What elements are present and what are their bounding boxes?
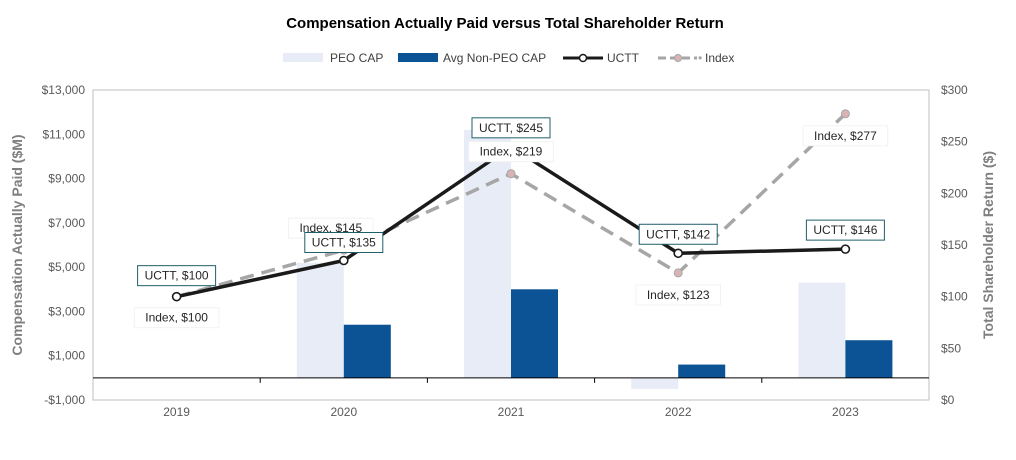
label-index-text: Index, $100 <box>145 311 208 325</box>
marker-uctt <box>338 255 349 266</box>
legend-label-index-prefix: • <box>698 51 702 65</box>
marker-index <box>506 169 516 179</box>
legend-label-index: Index <box>705 51 734 65</box>
x-tick-label: 2020 <box>330 405 357 419</box>
legend-label-uctt: UCTT <box>607 51 640 65</box>
label-uctt-box <box>137 265 217 287</box>
x-tick-label: 2021 <box>498 405 525 419</box>
x-axis: 2019 2020 2021 2022 2023 <box>163 377 859 419</box>
left-axis: -$1,000 $1,000 $3,000 $5,000 $7,000 $9,000 $11… <box>42 83 86 407</box>
label-uctt: UCTT, $146 <box>805 219 885 241</box>
x-tick-label: 2022 <box>665 405 692 419</box>
label-uctt-box <box>638 223 718 245</box>
bar-peo-cap <box>631 377 679 389</box>
bar-peo-cap <box>464 129 511 378</box>
point-labels: Index, $100 Index, $145 Index, $219 Index, … <box>133 117 889 329</box>
legend-marker-index <box>674 54 682 62</box>
right-axis: $0 $50 $100 $150 $200 $250 $300 <box>941 83 968 407</box>
label-uctt: UCTT, $135 <box>304 232 384 253</box>
y-left-tick-label: $13,000 <box>42 83 86 97</box>
label-uctt-text: UCTT, $245 <box>479 121 543 135</box>
bar-avg-non-peo-cap <box>343 324 391 378</box>
y-left-tick-label: -$1,000 <box>44 393 85 407</box>
bars <box>296 129 893 389</box>
label-index-text: Index, $123 <box>647 288 710 302</box>
label-index: Index, $219 <box>468 141 554 163</box>
label-uctt-box <box>805 219 885 241</box>
bar-peo-cap <box>296 262 344 378</box>
x-tick-label: 2019 <box>163 405 190 419</box>
y-left-tick-label: $11,000 <box>43 127 86 141</box>
legend: PEO CAP Avg Non-PEO CAP UCTT • Index <box>283 51 734 65</box>
marker-uctt <box>840 244 851 254</box>
bar-avg-non-peo-cap <box>511 289 558 378</box>
plot-area <box>92 89 930 401</box>
label-uctt: UCTT, $142 <box>638 223 718 245</box>
bar-avg-non-peo-cap <box>845 340 893 378</box>
y-left-tick-label: $9,000 <box>48 172 85 186</box>
lines <box>171 109 851 302</box>
label-index: Index, $100 <box>133 307 220 329</box>
label-uctt-text: UCTT, $100 <box>145 269 209 283</box>
label-index-box <box>635 284 722 306</box>
label-uctt-box <box>471 117 551 139</box>
marker-index <box>840 109 850 119</box>
y-axis-left-label: Compensation Actually Paid ($M) <box>9 134 25 355</box>
label-index-box <box>468 141 554 163</box>
legend-marker-uctt <box>578 53 588 63</box>
x-tick-label: 2023 <box>832 405 859 419</box>
legend-swatch-non-peo-cap <box>398 53 438 62</box>
marker-uctt <box>673 248 684 259</box>
label-index-box <box>802 125 889 147</box>
y-right-tick-label: $150 <box>941 238 968 252</box>
y-left-tick-label: $3,000 <box>48 304 85 318</box>
label-index-box <box>133 307 220 329</box>
marker-uctt <box>171 291 182 302</box>
y-left-tick-label: $7,000 <box>48 216 85 230</box>
legend-label-non-peo-cap: Avg Non-PEO CAP <box>443 51 546 65</box>
y-right-tick-label: $50 <box>941 341 961 355</box>
label-uctt-text: UCTT, $142 <box>646 227 710 241</box>
label-index-text: Index, $277 <box>814 129 877 143</box>
y-right-tick-label: $300 <box>941 83 968 97</box>
y-axis-right-label: Total Shareholder Return ($) <box>980 151 996 339</box>
marker-index <box>673 268 683 278</box>
y-left-tick-label: $5,000 <box>48 260 85 274</box>
y-left-tick-label: $1,000 <box>48 349 85 363</box>
label-uctt-text: UCTT, $135 <box>312 236 376 250</box>
label-uctt-text: UCTT, $146 <box>813 223 877 237</box>
bar-peo-cap <box>798 282 846 378</box>
legend-swatch-peo-cap <box>283 53 323 62</box>
y-right-tick-label: $200 <box>941 186 968 200</box>
y-right-tick-label: $100 <box>941 290 968 304</box>
label-index-text: Index, $145 <box>299 221 362 235</box>
bar-avg-non-peo-cap <box>678 364 726 378</box>
label-uctt-box <box>304 232 384 253</box>
legend-label-peo-cap: PEO CAP <box>330 51 383 65</box>
y-right-tick-label: $0 <box>941 393 955 407</box>
label-index-text: Index, $219 <box>480 145 543 159</box>
label-index: Index, $123 <box>635 284 722 306</box>
label-uctt: UCTT, $100 <box>137 265 217 287</box>
label-uctt: UCTT, $245 <box>471 117 551 139</box>
chart-title: Compensation Actually Paid versus Total … <box>286 15 724 32</box>
label-index: Index, $277 <box>802 125 889 147</box>
y-right-tick-label: $250 <box>941 135 968 149</box>
